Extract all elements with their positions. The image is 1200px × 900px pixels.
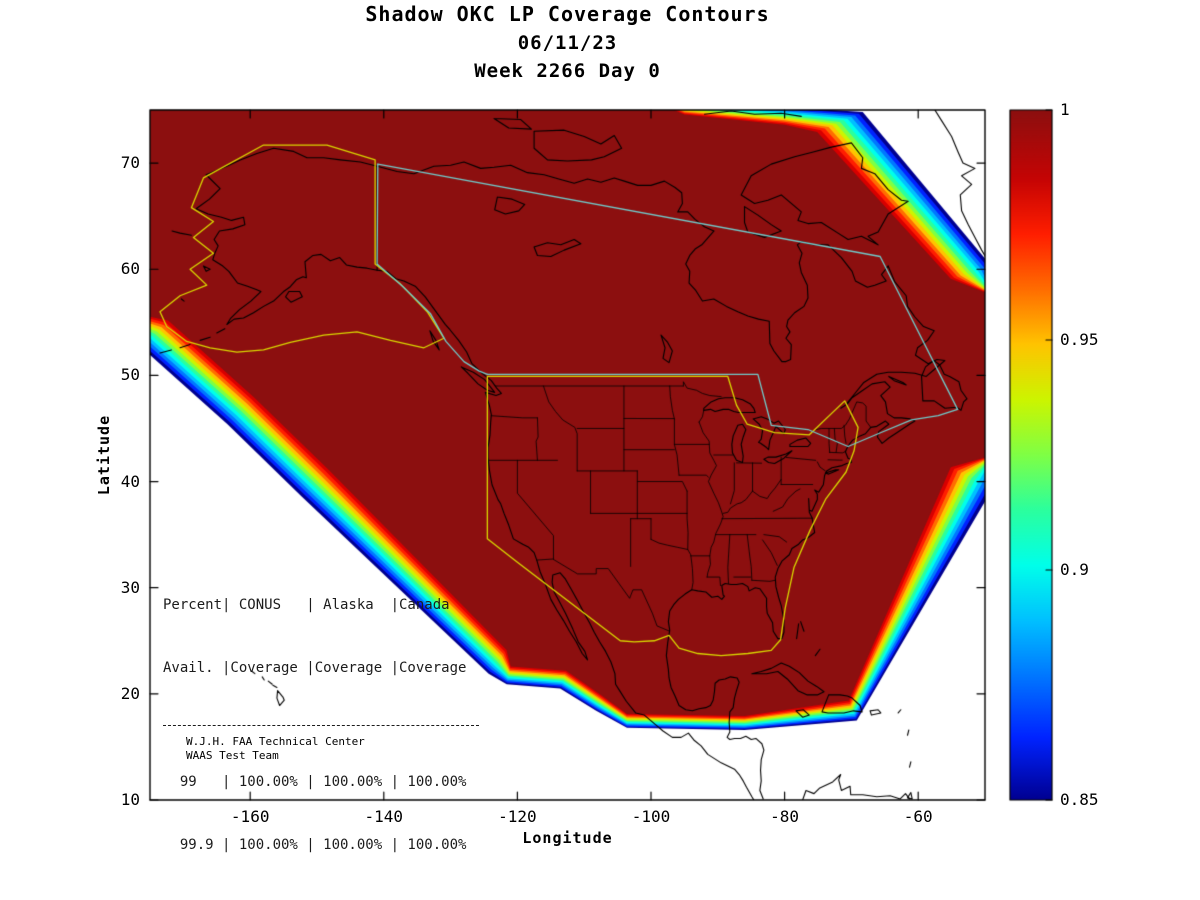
title-block: Shadow OKC LP Coverage Contours 06/11/23… <box>150 2 985 82</box>
x-axis-label: Longitude <box>522 829 613 847</box>
credit-line-1: W.J.H. FAA Technical Center <box>186 735 365 748</box>
y-tick-label: 40 <box>120 471 140 491</box>
coverage-table: Percent| CONUS | Alaska |Canada Avail. |… <box>163 553 479 900</box>
figure-title: Shadow OKC LP Coverage Contours <box>365 2 770 26</box>
x-tick-label: -140 <box>364 807 404 826</box>
coverage-table-separator <box>163 725 479 726</box>
y-tick-label: 70 <box>120 153 140 173</box>
colorbar-tick-label: 1 <box>1060 100 1070 119</box>
y-tick-label: 10 <box>120 790 140 809</box>
figure-week-day: Week 2266 Day 0 <box>474 60 661 82</box>
y-tick-label: 50 <box>120 365 140 385</box>
colorbar-tick-label: 0.95 <box>1060 330 1099 349</box>
coverage-table-header-1: Percent| CONUS | Alaska |Canada <box>163 597 450 613</box>
x-tick-label: -100 <box>631 807 671 826</box>
x-tick-label: -160 <box>230 807 270 826</box>
x-tick-label: -60 <box>903 807 933 826</box>
credit-line-2: WAAS Test Team <box>186 749 279 762</box>
coverage-table-row: 99 | 100.00% | 100.00% | 100.00% <box>163 774 467 790</box>
colorbar-tick-label: 0.85 <box>1060 790 1099 809</box>
figure-date: 06/11/23 <box>517 32 618 54</box>
y-tick-label: 60 <box>120 259 140 279</box>
coverage-table-row: 99.9 | 100.00% | 100.00% | 100.00% <box>163 837 467 853</box>
x-tick-label: -120 <box>498 807 537 826</box>
colorbar-tick-label: 0.9 <box>1060 560 1089 579</box>
y-tick-label: 30 <box>120 577 140 597</box>
coverage-table-header-2: Avail. |Coverage |Coverage |Coverage <box>163 660 467 676</box>
y-tick-label: 20 <box>120 683 140 703</box>
credit-block: W.J.H. FAA Technical Center WAAS Test Te… <box>186 735 365 763</box>
x-tick-label: -80 <box>770 807 800 826</box>
